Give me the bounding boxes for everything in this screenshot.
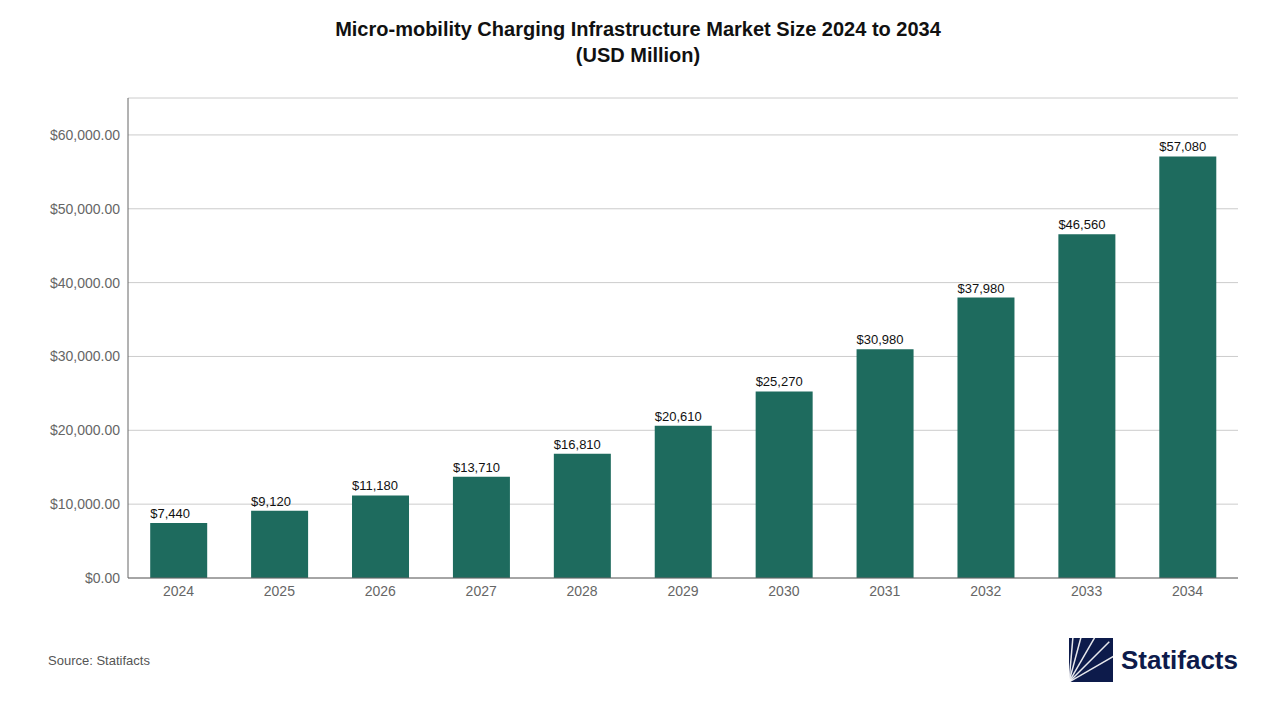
svg-text:$30,980: $30,980 (857, 332, 904, 347)
svg-text:$57,080: $57,080 (1159, 139, 1206, 154)
svg-text:$50,000.00: $50,000.00 (50, 201, 120, 217)
svg-text:2024: 2024 (163, 583, 194, 599)
svg-text:$9,120: $9,120 (251, 494, 291, 509)
svg-text:2033: 2033 (1071, 583, 1102, 599)
svg-text:2025: 2025 (264, 583, 295, 599)
svg-text:2030: 2030 (768, 583, 799, 599)
html-text:Statifacts: Statifacts (1121, 644, 1238, 675)
svg-text:$7,440: $7,440 (150, 506, 190, 521)
svg-text:2029: 2029 (667, 583, 698, 599)
svg-text:$37,980: $37,980 (957, 281, 1004, 296)
svg-text:$46,560: $46,560 (1058, 217, 1105, 232)
svg-text:2031: 2031 (869, 583, 900, 599)
html-text:(USD Million): (USD Million) (575, 44, 701, 66)
svg-text:2032: 2032 (970, 583, 1001, 599)
svg-text:2027: 2027 (466, 583, 497, 599)
html-text:Source: Statifacts: Source: Statifacts (48, 652, 150, 668)
svg-text:$0.00: $0.00 (85, 570, 120, 586)
svg-text:$16,810: $16,810 (554, 437, 601, 452)
svg-text:2028: 2028 (567, 583, 598, 599)
svg-text:2034: 2034 (1172, 583, 1203, 599)
svg-text:$10,000.00: $10,000.00 (50, 496, 120, 512)
html-text:Micro-mobility Charging Infras: Micro-mobility Charging Infrastructure M… (335, 18, 941, 40)
svg-text:$11,180: $11,180 (352, 478, 398, 493)
svg-text:$25,270: $25,270 (756, 374, 803, 389)
svg-text:$20,000.00: $20,000.00 (50, 422, 120, 438)
svg-text:$13,710: $13,710 (453, 460, 500, 475)
svg-text:2026: 2026 (365, 583, 396, 599)
svg-text:$60,000.00: $60,000.00 (50, 127, 120, 143)
svg-text:$20,610: $20,610 (655, 409, 702, 424)
svg-text:$40,000.00: $40,000.00 (50, 275, 120, 291)
svg-text:$30,000.00: $30,000.00 (50, 348, 120, 364)
